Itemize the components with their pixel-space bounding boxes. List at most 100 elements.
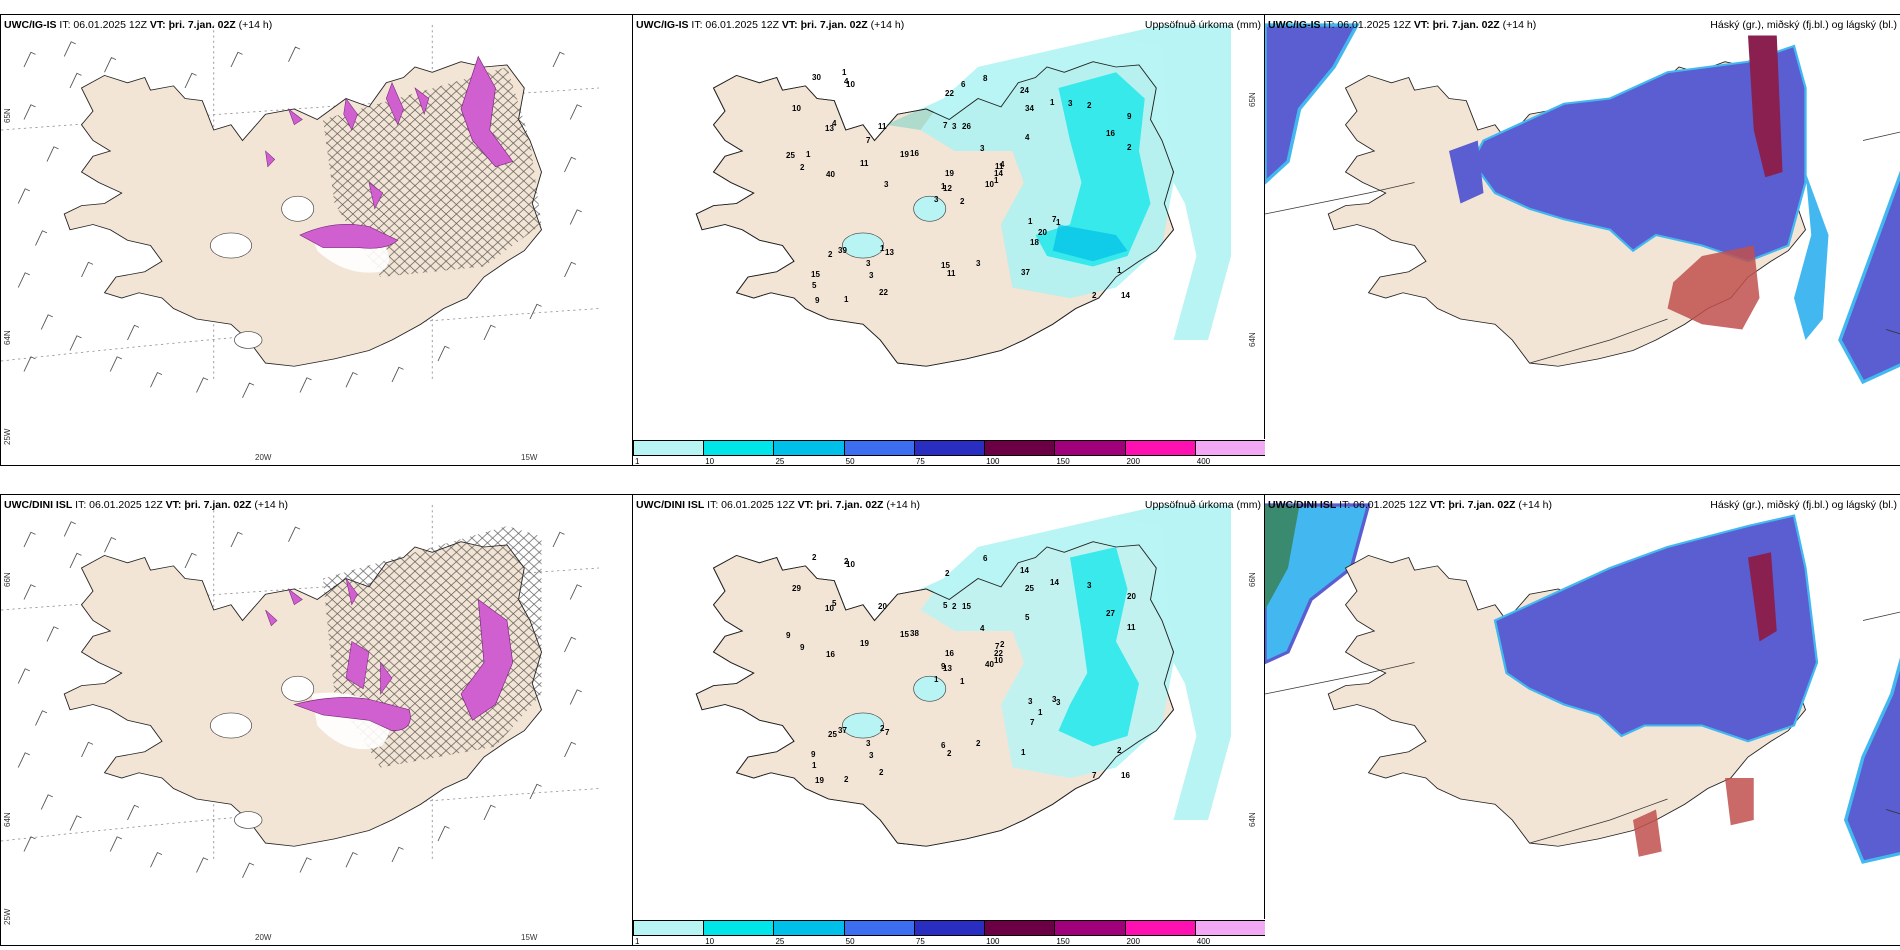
precip-value: 3 <box>952 122 957 131</box>
precip-value: 3 <box>1052 695 1057 704</box>
colorbar-swatch <box>843 440 915 456</box>
icing-area <box>299 223 399 249</box>
precip-value-labels: 1101397714152540101616201525437381322352… <box>786 553 1136 785</box>
precip-value: 3 <box>866 739 871 748</box>
colorbar-swatch <box>633 920 705 936</box>
colorbar-swatch <box>633 440 705 456</box>
colorbar-label: 10 <box>705 937 715 946</box>
precip-value: 3 <box>884 180 889 189</box>
precip-value: 37 <box>838 726 847 735</box>
colorbar-swatch <box>703 920 775 936</box>
precip-value: 2 <box>844 557 849 566</box>
precip-value: 4 <box>1025 133 1030 142</box>
precip-value: 14 <box>1020 566 1029 575</box>
precip-value: 1 <box>1056 218 1061 227</box>
valid-time: VT: þri. 7.jan. 02Z <box>781 19 868 31</box>
precip-value: 11 <box>860 159 869 168</box>
init-time: IT: 06.01.2025 12Z <box>1339 499 1427 511</box>
precip-value: 1 <box>960 677 965 686</box>
colorbar-swatch <box>984 440 1056 456</box>
lat-label: 66N <box>1248 572 1258 587</box>
precip-value: 14 <box>994 169 1003 178</box>
panel-title: Uppsöfnuð úrkoma (mm) <box>1144 19 1261 31</box>
init-time: IT: 06.01.2025 12Z <box>707 499 795 511</box>
precip-value: 2 <box>880 724 885 733</box>
precip-value: 3 <box>976 259 981 268</box>
precip-value: 2 <box>812 553 817 562</box>
precip-value: 7 <box>1052 215 1057 224</box>
precip-value: 10 <box>994 656 1003 665</box>
cloud-cover-map <box>1265 23 1900 385</box>
precip-value: 20 <box>878 602 887 611</box>
model-name: UWC/DINI ISL <box>4 499 73 511</box>
lat-label: 65N <box>3 108 12 123</box>
colorbar-label: 200 <box>1126 937 1140 946</box>
precip-value: 22 <box>879 288 888 297</box>
precip-value: 37 <box>1021 268 1030 277</box>
panel-header: UWC/DINI ISL IT: 06.01.2025 12Z VT: þri.… <box>1268 499 1552 511</box>
colorbar: 1 10 25 50 75 100 150 200 400 <box>633 439 1265 465</box>
precip-value: 4 <box>832 119 837 128</box>
valid-time: VT: þri. 7.jan. 02Z <box>149 19 236 31</box>
precip-value: 3 <box>1068 99 1073 108</box>
colorbar-label: 400 <box>1196 937 1211 946</box>
precip-value: 10 <box>985 180 994 189</box>
precip-mid <box>1058 547 1139 747</box>
precip-value: 3 <box>934 195 939 204</box>
wind-icing-map <box>1 25 600 399</box>
init-time: IT: 06.01.2025 12Z <box>75 499 163 511</box>
precip-value: 9 <box>800 643 805 652</box>
precip-value: 3 <box>1028 697 1033 706</box>
precip-value: 1 <box>1050 98 1055 107</box>
precip-value: 1 <box>1038 708 1043 717</box>
panel-header: UWC/IG-IS IT: 06.01.2025 12Z VT: þri. 7.… <box>4 19 272 31</box>
precip-value: 19 <box>860 639 869 648</box>
precip-value: 6 <box>941 741 946 750</box>
precip-value: 2 <box>1000 640 1005 649</box>
precip-value: 3 <box>1087 581 1092 590</box>
precip-value: 22 <box>945 89 954 98</box>
precip-value: 1 <box>880 244 885 253</box>
precip-value: 2 <box>879 768 884 777</box>
precip-value: 7 <box>866 136 871 145</box>
precip-value: 1 <box>1117 266 1122 275</box>
precip-value: 40 <box>985 660 994 669</box>
precip-value: 12 <box>943 184 952 193</box>
precip-value: 1 <box>994 176 999 185</box>
colorbar-label: 25 <box>775 457 785 466</box>
colorbar-swatch <box>703 440 775 456</box>
colorbar-label: 100 <box>986 457 1000 466</box>
precip-value: 4 <box>980 624 985 633</box>
precip-value: 19 <box>815 776 824 785</box>
precip-value: 11 <box>1127 623 1136 632</box>
precip-value: 20 <box>1038 228 1047 237</box>
precip-value: 24 <box>1020 86 1029 95</box>
colorbar-label: 400 <box>1196 457 1211 466</box>
colorbar-swatch <box>1194 440 1265 456</box>
precip-value: 5 <box>812 281 817 290</box>
precip-value: 16 <box>826 650 835 659</box>
colorbar-swatch <box>1054 920 1126 936</box>
wind-icing-map <box>1 505 600 879</box>
lat-label: 64N <box>3 812 12 827</box>
lead-time: (+14 h) <box>238 19 273 31</box>
precip-value: 7 <box>995 642 1000 651</box>
precip-value: 11 <box>947 269 956 278</box>
precip-value: 13 <box>825 124 834 133</box>
lat-label: 65N <box>1248 92 1258 107</box>
precip-value: 39 <box>838 246 847 255</box>
precip-value: 16 <box>1121 771 1130 780</box>
valid-time: VT: þri. 7.jan. 02Z <box>1429 499 1516 511</box>
panel-header: UWC/IG-IS IT: 06.01.2025 12Z VT: þri. 7.… <box>1268 19 1536 31</box>
model-name: UWC/DINI ISL <box>1268 499 1337 511</box>
precip-value: 22 <box>994 649 1003 658</box>
colorbar-swatch <box>1194 920 1265 936</box>
init-time: IT: 06.01.2025 12Z <box>1323 19 1411 31</box>
precip-value: 14 <box>1121 291 1130 300</box>
precip-value: 2 <box>1092 291 1097 300</box>
precip-value: 2 <box>947 749 952 758</box>
precip-value: 4 <box>844 77 849 86</box>
precip-value: 15 <box>962 602 971 611</box>
colorbar-label: 1 <box>635 457 640 466</box>
map-panel-top-mid: 2 13 12 15 11 13 24 26 34 10 10 14 40 9 3 4 1 7 3 39 16 5 3 3 4 1… <box>632 14 1266 466</box>
